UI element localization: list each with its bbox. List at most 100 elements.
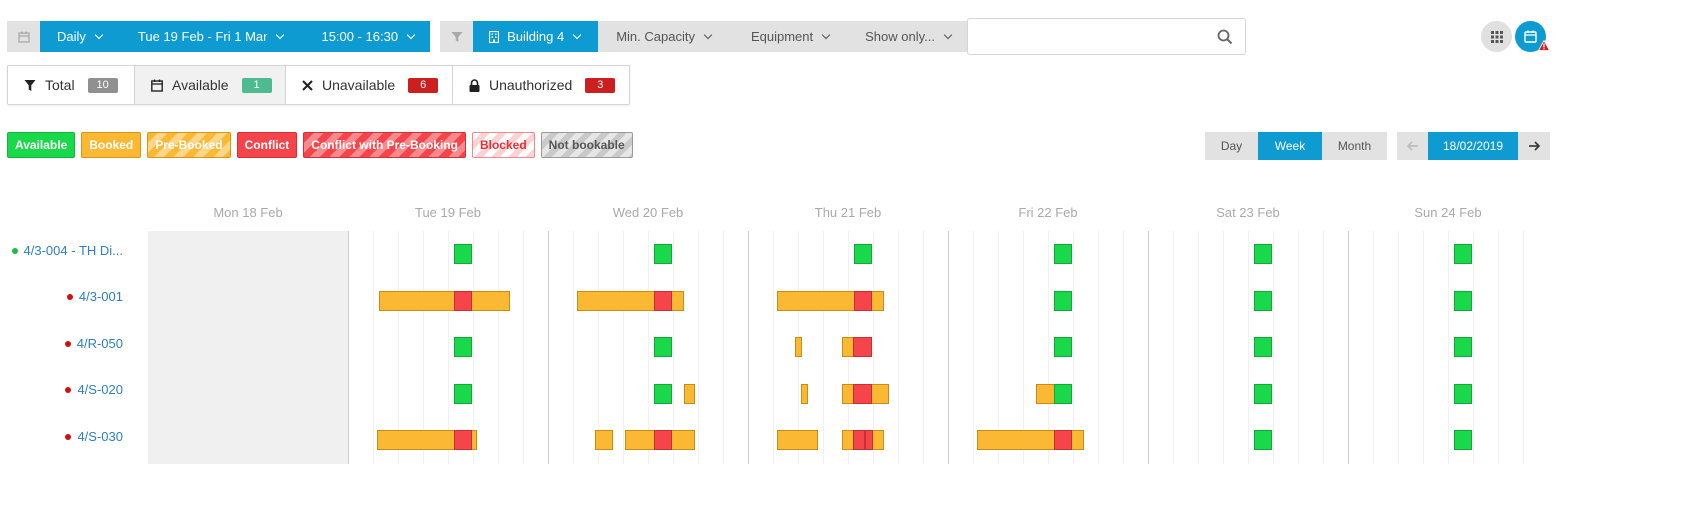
room-row-label[interactable]: 4/3-004 - TH Di... bbox=[11, 243, 123, 258]
hour-gridline bbox=[1273, 231, 1274, 464]
available-slot[interactable] bbox=[1454, 430, 1472, 450]
apps-grid-button[interactable] bbox=[1481, 21, 1512, 52]
arrow-left-icon bbox=[1406, 141, 1418, 151]
next-week-button[interactable] bbox=[1518, 132, 1550, 160]
conflict-slot[interactable] bbox=[854, 291, 872, 311]
legend-available: Available bbox=[7, 132, 76, 158]
room-row-label[interactable]: 4/3-001 bbox=[66, 289, 123, 304]
hour-gridline bbox=[473, 231, 474, 464]
period-dropdown[interactable]: Daily bbox=[40, 21, 120, 52]
show-only-dropdown[interactable]: Show only... bbox=[847, 21, 967, 52]
available-slot[interactable] bbox=[1254, 244, 1272, 264]
booked-slot[interactable] bbox=[795, 337, 802, 357]
booked-slot[interactable] bbox=[801, 384, 808, 404]
hour-gridline bbox=[398, 231, 399, 464]
date-filter-toggle[interactable] bbox=[7, 21, 40, 52]
search-input[interactable] bbox=[968, 19, 1208, 54]
conflict-slot[interactable] bbox=[853, 384, 872, 404]
hour-gridline bbox=[1423, 231, 1424, 464]
building-dropdown[interactable]: Building 4 bbox=[473, 21, 599, 52]
available-slot[interactable] bbox=[454, 384, 472, 404]
available-slot[interactable] bbox=[1454, 291, 1472, 311]
hour-gridline bbox=[873, 231, 874, 464]
available-slot[interactable] bbox=[454, 337, 472, 357]
room-name: 4/3-001 bbox=[78, 289, 123, 304]
conflict-slot[interactable] bbox=[654, 291, 672, 311]
chevron-down-icon bbox=[821, 30, 831, 39]
available-slot[interactable] bbox=[1254, 337, 1272, 357]
day-separator bbox=[348, 231, 349, 464]
day-separator bbox=[1148, 231, 1149, 464]
day-separator bbox=[948, 231, 949, 464]
available-slot[interactable] bbox=[454, 244, 472, 264]
available-slot[interactable] bbox=[1054, 384, 1072, 404]
available-slot[interactable] bbox=[1454, 384, 1472, 404]
status-legend: Available Booked Pre-Booked Conflict Con… bbox=[7, 132, 633, 159]
booked-slot[interactable] bbox=[684, 384, 695, 404]
booked-slot[interactable] bbox=[1036, 384, 1056, 404]
available-slot[interactable] bbox=[1054, 244, 1072, 264]
day-header: Fri 22 Feb bbox=[1018, 205, 1078, 220]
hour-gridline bbox=[523, 231, 524, 464]
booked-slot[interactable] bbox=[595, 430, 613, 450]
hour-gridline bbox=[1123, 231, 1124, 464]
calendar-app-button[interactable] bbox=[1515, 21, 1546, 52]
equipment-dropdown[interactable]: Equipment bbox=[728, 21, 848, 52]
available-slot[interactable] bbox=[1454, 337, 1472, 357]
available-slot[interactable] bbox=[1254, 384, 1272, 404]
stat-available[interactable]: Available 1 bbox=[135, 66, 286, 104]
view-month-button[interactable]: Month bbox=[1322, 132, 1387, 160]
chevron-down-icon bbox=[943, 30, 953, 39]
booked-slot[interactable] bbox=[377, 430, 477, 450]
conflict-slot[interactable] bbox=[853, 337, 872, 357]
resource-filter-toggle[interactable] bbox=[440, 21, 474, 52]
room-row-label[interactable]: 4/S-030 bbox=[65, 429, 123, 444]
available-slot[interactable] bbox=[1254, 291, 1272, 311]
view-day-button[interactable]: Day bbox=[1205, 132, 1258, 160]
calendar-icon bbox=[17, 31, 30, 43]
current-date-button[interactable]: 18/02/2019 bbox=[1428, 132, 1518, 160]
available-slot[interactable] bbox=[854, 244, 872, 264]
day-separator bbox=[748, 231, 749, 464]
booked-slot[interactable] bbox=[777, 430, 818, 450]
available-slot[interactable] bbox=[654, 244, 672, 264]
conflict-slot[interactable] bbox=[454, 430, 472, 450]
conflict-slot[interactable] bbox=[865, 430, 873, 450]
hour-gridline bbox=[1298, 231, 1299, 464]
conflict-slot[interactable] bbox=[1054, 430, 1072, 450]
available-slot[interactable] bbox=[1054, 337, 1072, 357]
available-slot[interactable] bbox=[1054, 291, 1072, 311]
conflict-slot[interactable] bbox=[654, 430, 672, 450]
time-range-dropdown[interactable]: 15:00 - 16:30 bbox=[301, 21, 431, 52]
available-slot[interactable] bbox=[654, 384, 672, 404]
status-dot bbox=[65, 433, 72, 440]
hour-gridline bbox=[1098, 231, 1099, 464]
stat-unauthorized[interactable]: Unauthorized 3 bbox=[453, 66, 629, 104]
conflict-slot[interactable] bbox=[454, 291, 472, 311]
chevron-down-icon bbox=[406, 30, 416, 39]
status-dot bbox=[66, 293, 73, 300]
prev-week-button[interactable] bbox=[1397, 132, 1428, 160]
grid-icon bbox=[1490, 30, 1503, 43]
funnel-icon bbox=[24, 79, 36, 92]
search-icon[interactable] bbox=[1217, 29, 1233, 45]
available-slot[interactable] bbox=[1254, 430, 1272, 450]
view-week-button[interactable]: Week bbox=[1258, 132, 1322, 160]
room-row-label[interactable]: 4/S-020 bbox=[65, 382, 123, 397]
stat-unavailable[interactable]: Unavailable 6 bbox=[286, 66, 453, 104]
hour-gridline bbox=[1523, 231, 1524, 464]
conflict-slot[interactable] bbox=[853, 430, 865, 450]
chevron-down-icon bbox=[572, 30, 582, 39]
available-slot[interactable] bbox=[654, 337, 672, 357]
calendar-icon bbox=[151, 79, 163, 92]
building-label: Building 4 bbox=[507, 29, 565, 44]
min-capacity-dropdown[interactable]: Min. Capacity bbox=[598, 21, 729, 52]
stat-total[interactable]: Total 10 bbox=[8, 66, 135, 104]
date-range-dropdown[interactable]: Tue 19 Feb - Fri 1 Mar bbox=[119, 21, 302, 52]
hour-gridline bbox=[1223, 231, 1224, 464]
hour-gridline bbox=[1323, 231, 1324, 464]
available-slot[interactable] bbox=[1454, 244, 1472, 264]
room-row-label[interactable]: 4/R-050 bbox=[64, 336, 123, 351]
booked-slot[interactable] bbox=[379, 291, 510, 311]
day-separator bbox=[1348, 231, 1349, 464]
